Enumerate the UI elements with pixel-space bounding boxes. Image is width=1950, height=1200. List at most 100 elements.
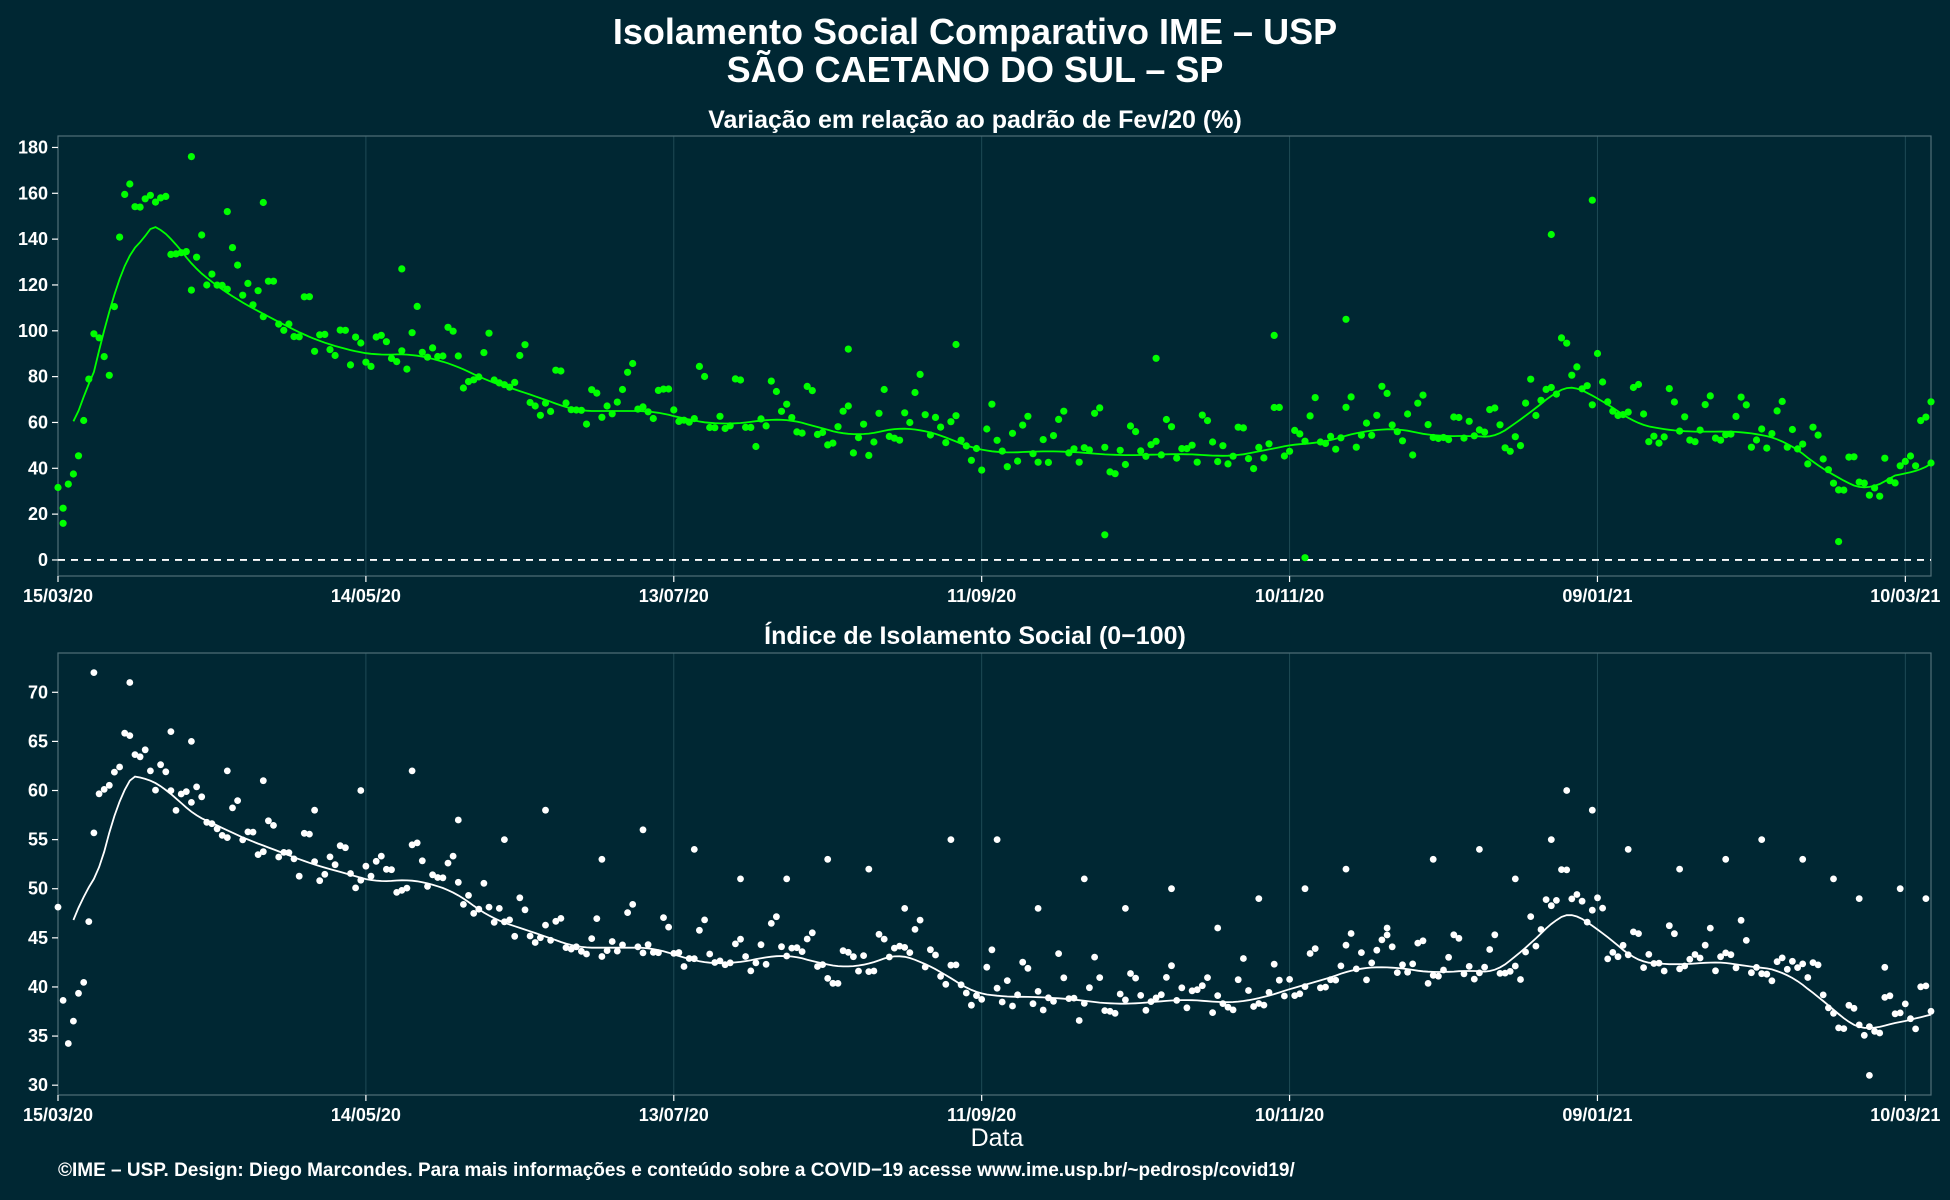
- data-point: [906, 949, 914, 956]
- data-point: [1050, 997, 1057, 1005]
- data-point: [136, 203, 144, 211]
- data-point: [1188, 441, 1196, 449]
- data-point: [90, 829, 98, 837]
- data-point: [1573, 363, 1581, 371]
- y-tick-label: 55: [28, 830, 48, 850]
- data-point: [1732, 964, 1740, 972]
- data-point: [352, 884, 359, 892]
- data-point: [1850, 1004, 1858, 1012]
- data-point: [1255, 443, 1263, 451]
- y-tick-label: 40: [28, 458, 48, 478]
- data-point: [567, 945, 575, 953]
- data-point: [911, 926, 919, 933]
- data-point: [1085, 446, 1093, 454]
- data-point: [875, 930, 883, 938]
- data-point: [1003, 463, 1011, 471]
- data-point: [613, 947, 621, 955]
- data-point: [1604, 955, 1612, 963]
- data-point: [1835, 486, 1843, 494]
- data-point: [187, 286, 195, 294]
- data-point: [1747, 443, 1755, 451]
- data-point: [1665, 385, 1673, 393]
- data-point: [660, 914, 667, 921]
- data-point: [1209, 1009, 1216, 1016]
- data-point: [1178, 984, 1186, 992]
- data-point: [1660, 967, 1668, 975]
- data-point: [1362, 419, 1371, 427]
- data-point: [1527, 913, 1535, 920]
- data-point: [993, 984, 1001, 992]
- data-point: [1368, 959, 1376, 967]
- data-point: [388, 866, 395, 874]
- data-point: [1270, 403, 1278, 412]
- data-point: [814, 963, 821, 970]
- data-point: [269, 277, 278, 285]
- data-point: [937, 423, 945, 431]
- data-point: [59, 519, 67, 527]
- data-point: [1342, 865, 1350, 873]
- data-point: [906, 418, 914, 427]
- data-point: [223, 767, 231, 775]
- data-point: [1511, 875, 1519, 883]
- data-point: [1127, 970, 1134, 977]
- data-point: [1563, 339, 1571, 347]
- data-point: [978, 996, 986, 1003]
- data-point: [311, 806, 318, 814]
- data-point: [772, 387, 781, 396]
- data-point: [1034, 905, 1042, 912]
- data-point: [254, 851, 262, 858]
- data-point: [1347, 930, 1355, 937]
- data-point: [1075, 458, 1083, 466]
- data-point: [1122, 905, 1129, 912]
- data-point: [362, 862, 370, 870]
- data-point: [85, 918, 93, 925]
- data-point: [993, 436, 1001, 444]
- data-point: [1388, 421, 1396, 429]
- data-point: [1491, 931, 1499, 939]
- data-point: [244, 279, 252, 287]
- data-point: [1162, 415, 1170, 424]
- data-point: [1819, 991, 1827, 999]
- data-point: [1209, 438, 1217, 446]
- data-point: [1373, 946, 1381, 954]
- data-point: [454, 878, 462, 886]
- data-point: [418, 857, 426, 865]
- data-point: [1532, 942, 1540, 950]
- data-point: [172, 807, 180, 814]
- x-axis-title: Data: [971, 1124, 1024, 1152]
- data-point: [116, 233, 124, 241]
- data-point: [162, 192, 170, 200]
- data-point: [983, 963, 991, 971]
- data-point: [1876, 1029, 1884, 1037]
- data-point: [1583, 382, 1591, 390]
- data-point: [403, 365, 411, 373]
- data-point: [1891, 1010, 1899, 1018]
- data-point: [1429, 855, 1437, 863]
- data-point: [1296, 430, 1304, 438]
- data-point: [978, 466, 986, 474]
- data-point: [762, 422, 770, 430]
- data-point: [1311, 945, 1319, 952]
- data-point: [1055, 415, 1063, 423]
- data-point: [1244, 455, 1253, 463]
- data-point: [1645, 951, 1653, 958]
- data-point: [1265, 989, 1273, 996]
- data-point: [1398, 437, 1407, 445]
- data-point: [1455, 413, 1463, 422]
- data-point: [1281, 992, 1288, 1000]
- data-point: [1188, 987, 1196, 995]
- data-point: [1157, 991, 1165, 999]
- data-point: [75, 989, 82, 997]
- x-tick-label: 13/07/20: [639, 586, 709, 606]
- data-point: [880, 385, 888, 394]
- data-point: [1691, 438, 1699, 446]
- data-point: [870, 967, 878, 975]
- data-point: [1758, 425, 1766, 433]
- data-point: [1240, 955, 1247, 962]
- data-point: [1701, 941, 1709, 949]
- data-point: [1845, 1001, 1853, 1009]
- data-point: [1203, 417, 1212, 425]
- y-tick-label: 65: [28, 731, 48, 751]
- data-point: [1593, 349, 1602, 358]
- y-tick-label: 30: [28, 1075, 48, 1095]
